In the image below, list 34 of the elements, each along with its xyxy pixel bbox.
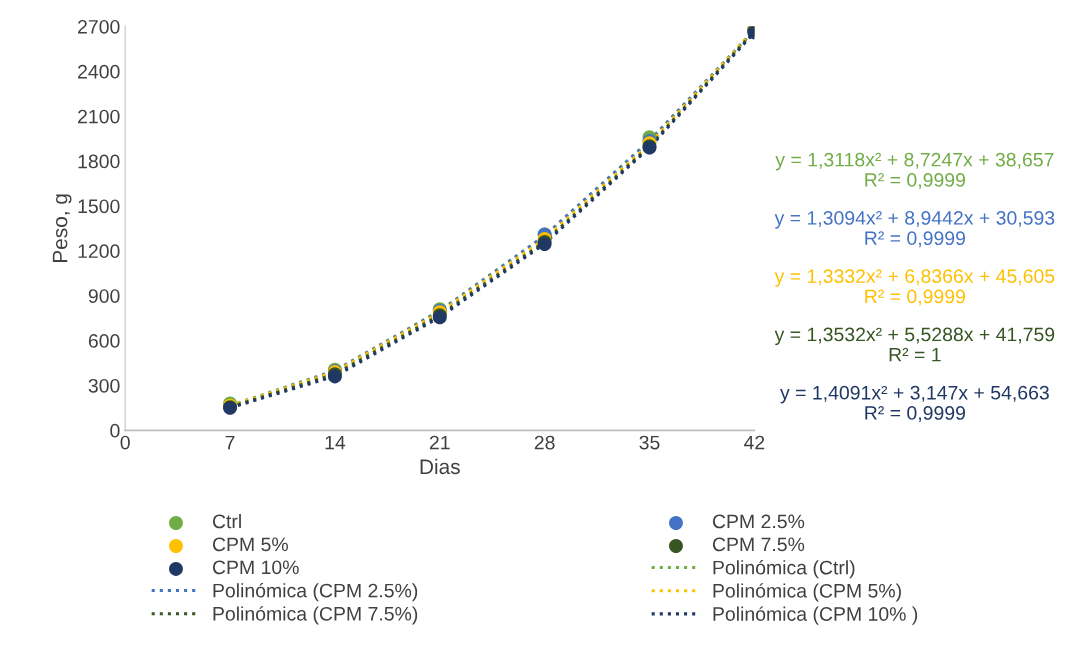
text: y = 1,3094x² + 8,9442x + 30,593 R² = 0,9999 (774, 211, 1055, 248)
y-tick-label: 900 (88, 289, 120, 303)
legend-label: Polinómica (CPM 5%) (713, 583, 901, 602)
text: y = 1,3332x² + 6,8366x + 45,605 R² = 0,9999 (774, 269, 1055, 306)
y-tick-label: 300 (88, 378, 120, 393)
y-tick-label: 600 (88, 334, 120, 348)
legend-label: Polinómica (CPM 2.5%) (213, 582, 418, 602)
legend-label: Ctrl (212, 514, 241, 529)
legend-label: Polinómica (CPM 7.5%) (213, 606, 418, 625)
text: y = 1,4091x² + 3,147x + 54,663 R² = 0,9999 (780, 385, 1049, 423)
y-tick-label: 1200 (78, 244, 120, 259)
legend-label: Polinómica (CPM 10% ) (713, 606, 918, 625)
y-tick-label: 0 (110, 423, 120, 438)
y-tick-label: 1500 (78, 199, 120, 214)
y-tick-label: 1800 (78, 154, 120, 169)
y-tick-label: 2400 (78, 64, 120, 79)
x-tick-label: 0 (120, 435, 130, 450)
x-tick-label: 28 (534, 435, 555, 450)
legend-label: CPM 2.5% (712, 514, 805, 529)
legend-label: CPM 7.5% (712, 537, 805, 552)
x-tick-label: 7 (225, 435, 235, 450)
x-tick-label: 42 (743, 435, 765, 450)
y-tick-label: 2700 (78, 19, 120, 34)
legend-label: CPM 5% (212, 537, 288, 552)
text: y = 1,3118x² + 8,7247x + 38,657 R² = 0,9999 (775, 152, 1054, 190)
x-tick-label: 21 (429, 435, 450, 450)
text: y = 1,3532x² + 5,5288x + 41,759 R² = 1 (774, 327, 1055, 362)
legend-label: CPM 10% (212, 560, 299, 575)
x-tick-label: 14 (325, 435, 346, 450)
x-tick-label: 35 (639, 435, 660, 450)
x-axis-title: Dias (420, 458, 460, 475)
y-axis-title: Peso, g (52, 194, 72, 262)
legend-label: Polinómica (Ctrl) (713, 559, 855, 579)
y-tick-label: 2100 (78, 109, 120, 124)
